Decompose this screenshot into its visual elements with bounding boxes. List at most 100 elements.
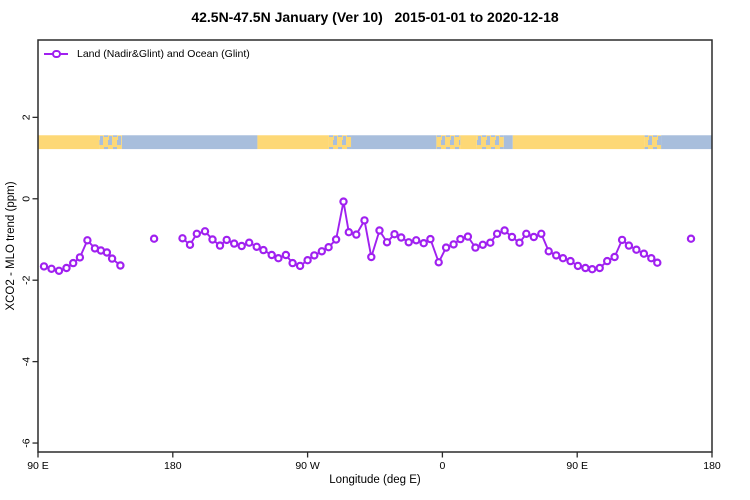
data-point bbox=[522, 229, 531, 238]
strip-segment-mixed bbox=[99, 135, 122, 150]
data-point bbox=[478, 240, 487, 249]
data-point bbox=[463, 232, 473, 241]
data-series bbox=[39, 197, 696, 275]
data-point bbox=[331, 235, 341, 244]
y-axis-title: XCO2 - MLO trend (ppm) bbox=[5, 181, 17, 311]
data-point bbox=[149, 234, 159, 243]
data-point bbox=[515, 238, 524, 247]
data-point bbox=[208, 235, 217, 244]
legend-open-circle-icon bbox=[52, 49, 61, 58]
land-ocean-strip bbox=[38, 135, 712, 150]
data-point bbox=[456, 234, 465, 244]
data-point bbox=[259, 245, 268, 255]
strip-segment-mixed bbox=[436, 135, 461, 150]
data-point bbox=[595, 263, 604, 273]
data-point bbox=[317, 247, 326, 256]
data-point bbox=[581, 263, 590, 273]
data-point bbox=[116, 261, 125, 270]
y-tick-label: 2 bbox=[21, 114, 33, 120]
data-point bbox=[200, 227, 210, 236]
data-point bbox=[449, 240, 458, 249]
data-point bbox=[295, 261, 305, 271]
data-point bbox=[360, 216, 369, 225]
data-point bbox=[310, 251, 319, 260]
data-point bbox=[367, 252, 376, 262]
data-point bbox=[375, 226, 384, 235]
data-point bbox=[229, 239, 239, 248]
y-tick-label: -2 bbox=[21, 275, 33, 284]
data-point bbox=[281, 250, 291, 260]
data-point bbox=[537, 229, 546, 238]
data-point bbox=[500, 226, 509, 235]
data-point bbox=[404, 238, 413, 247]
y-tick-label: -4 bbox=[21, 357, 33, 366]
data-point bbox=[529, 232, 539, 242]
data-point bbox=[352, 230, 361, 239]
strip-segment-ocean bbox=[121, 135, 258, 150]
strip-segment-land bbox=[38, 135, 100, 150]
data-point bbox=[566, 256, 575, 266]
data-point bbox=[215, 241, 225, 250]
data-point bbox=[47, 264, 56, 273]
data-point bbox=[610, 252, 619, 262]
strip-segment-land bbox=[460, 135, 477, 150]
data-point bbox=[544, 247, 553, 256]
x-tick-label: 180 bbox=[164, 460, 182, 472]
y-tick-label: -6 bbox=[21, 438, 33, 447]
strip-segment-ocean bbox=[503, 135, 513, 150]
data-point bbox=[192, 229, 201, 238]
x-tick-label: 180 bbox=[703, 460, 721, 472]
data-point bbox=[68, 258, 78, 268]
data-point bbox=[244, 238, 254, 247]
strip-segment-mixed bbox=[476, 135, 504, 150]
data-point bbox=[653, 258, 662, 267]
data-point bbox=[288, 258, 297, 268]
data-point bbox=[412, 236, 421, 245]
data-point bbox=[617, 235, 627, 245]
x-tick-label: 90 W bbox=[295, 460, 320, 472]
data-point bbox=[647, 254, 656, 263]
data-point bbox=[344, 227, 353, 237]
y-axis: 2 0 -2 -4 -6 bbox=[21, 114, 38, 448]
data-point bbox=[62, 263, 71, 273]
data-point bbox=[83, 236, 92, 245]
y-tick-label: 0 bbox=[21, 196, 33, 202]
x-tick-label: 90 E bbox=[27, 460, 49, 472]
data-point bbox=[222, 235, 231, 245]
data-point bbox=[303, 256, 312, 265]
data-point bbox=[492, 229, 502, 238]
data-point bbox=[390, 229, 399, 239]
data-point bbox=[178, 234, 187, 243]
legend: Land (Nadir&Glint) and Ocean (Glint) bbox=[44, 48, 250, 60]
data-point bbox=[339, 197, 348, 206]
data-point bbox=[624, 241, 634, 250]
data-point bbox=[507, 232, 517, 242]
data-point bbox=[267, 250, 276, 260]
data-point bbox=[588, 265, 597, 274]
data-point bbox=[471, 243, 480, 252]
data-point bbox=[419, 238, 428, 248]
strip-segment-mixed bbox=[644, 135, 662, 150]
strip-segment-mixed bbox=[328, 135, 352, 150]
data-point bbox=[603, 256, 612, 266]
data-point bbox=[252, 242, 261, 251]
strip-segment-land bbox=[257, 135, 329, 150]
chart-title: 42.5N-47.5N January (Ver 10) 2015-01-01 … bbox=[191, 9, 559, 25]
data-point bbox=[107, 254, 117, 263]
data-point bbox=[397, 233, 406, 242]
data-point bbox=[426, 234, 435, 244]
data-point bbox=[274, 254, 283, 263]
data-point bbox=[632, 245, 641, 254]
data-point bbox=[39, 262, 49, 271]
data-point bbox=[573, 261, 583, 271]
x-axis: 90 E 180 90 W 0 90 E 180 bbox=[27, 452, 721, 472]
x-tick-label: 90 E bbox=[566, 460, 588, 472]
data-point bbox=[639, 249, 649, 258]
data-point bbox=[54, 266, 64, 275]
data-point bbox=[552, 251, 561, 260]
main-series-line bbox=[181, 200, 658, 271]
data-point bbox=[324, 242, 333, 252]
data-point bbox=[102, 248, 112, 257]
strip-segment-land bbox=[512, 135, 645, 150]
